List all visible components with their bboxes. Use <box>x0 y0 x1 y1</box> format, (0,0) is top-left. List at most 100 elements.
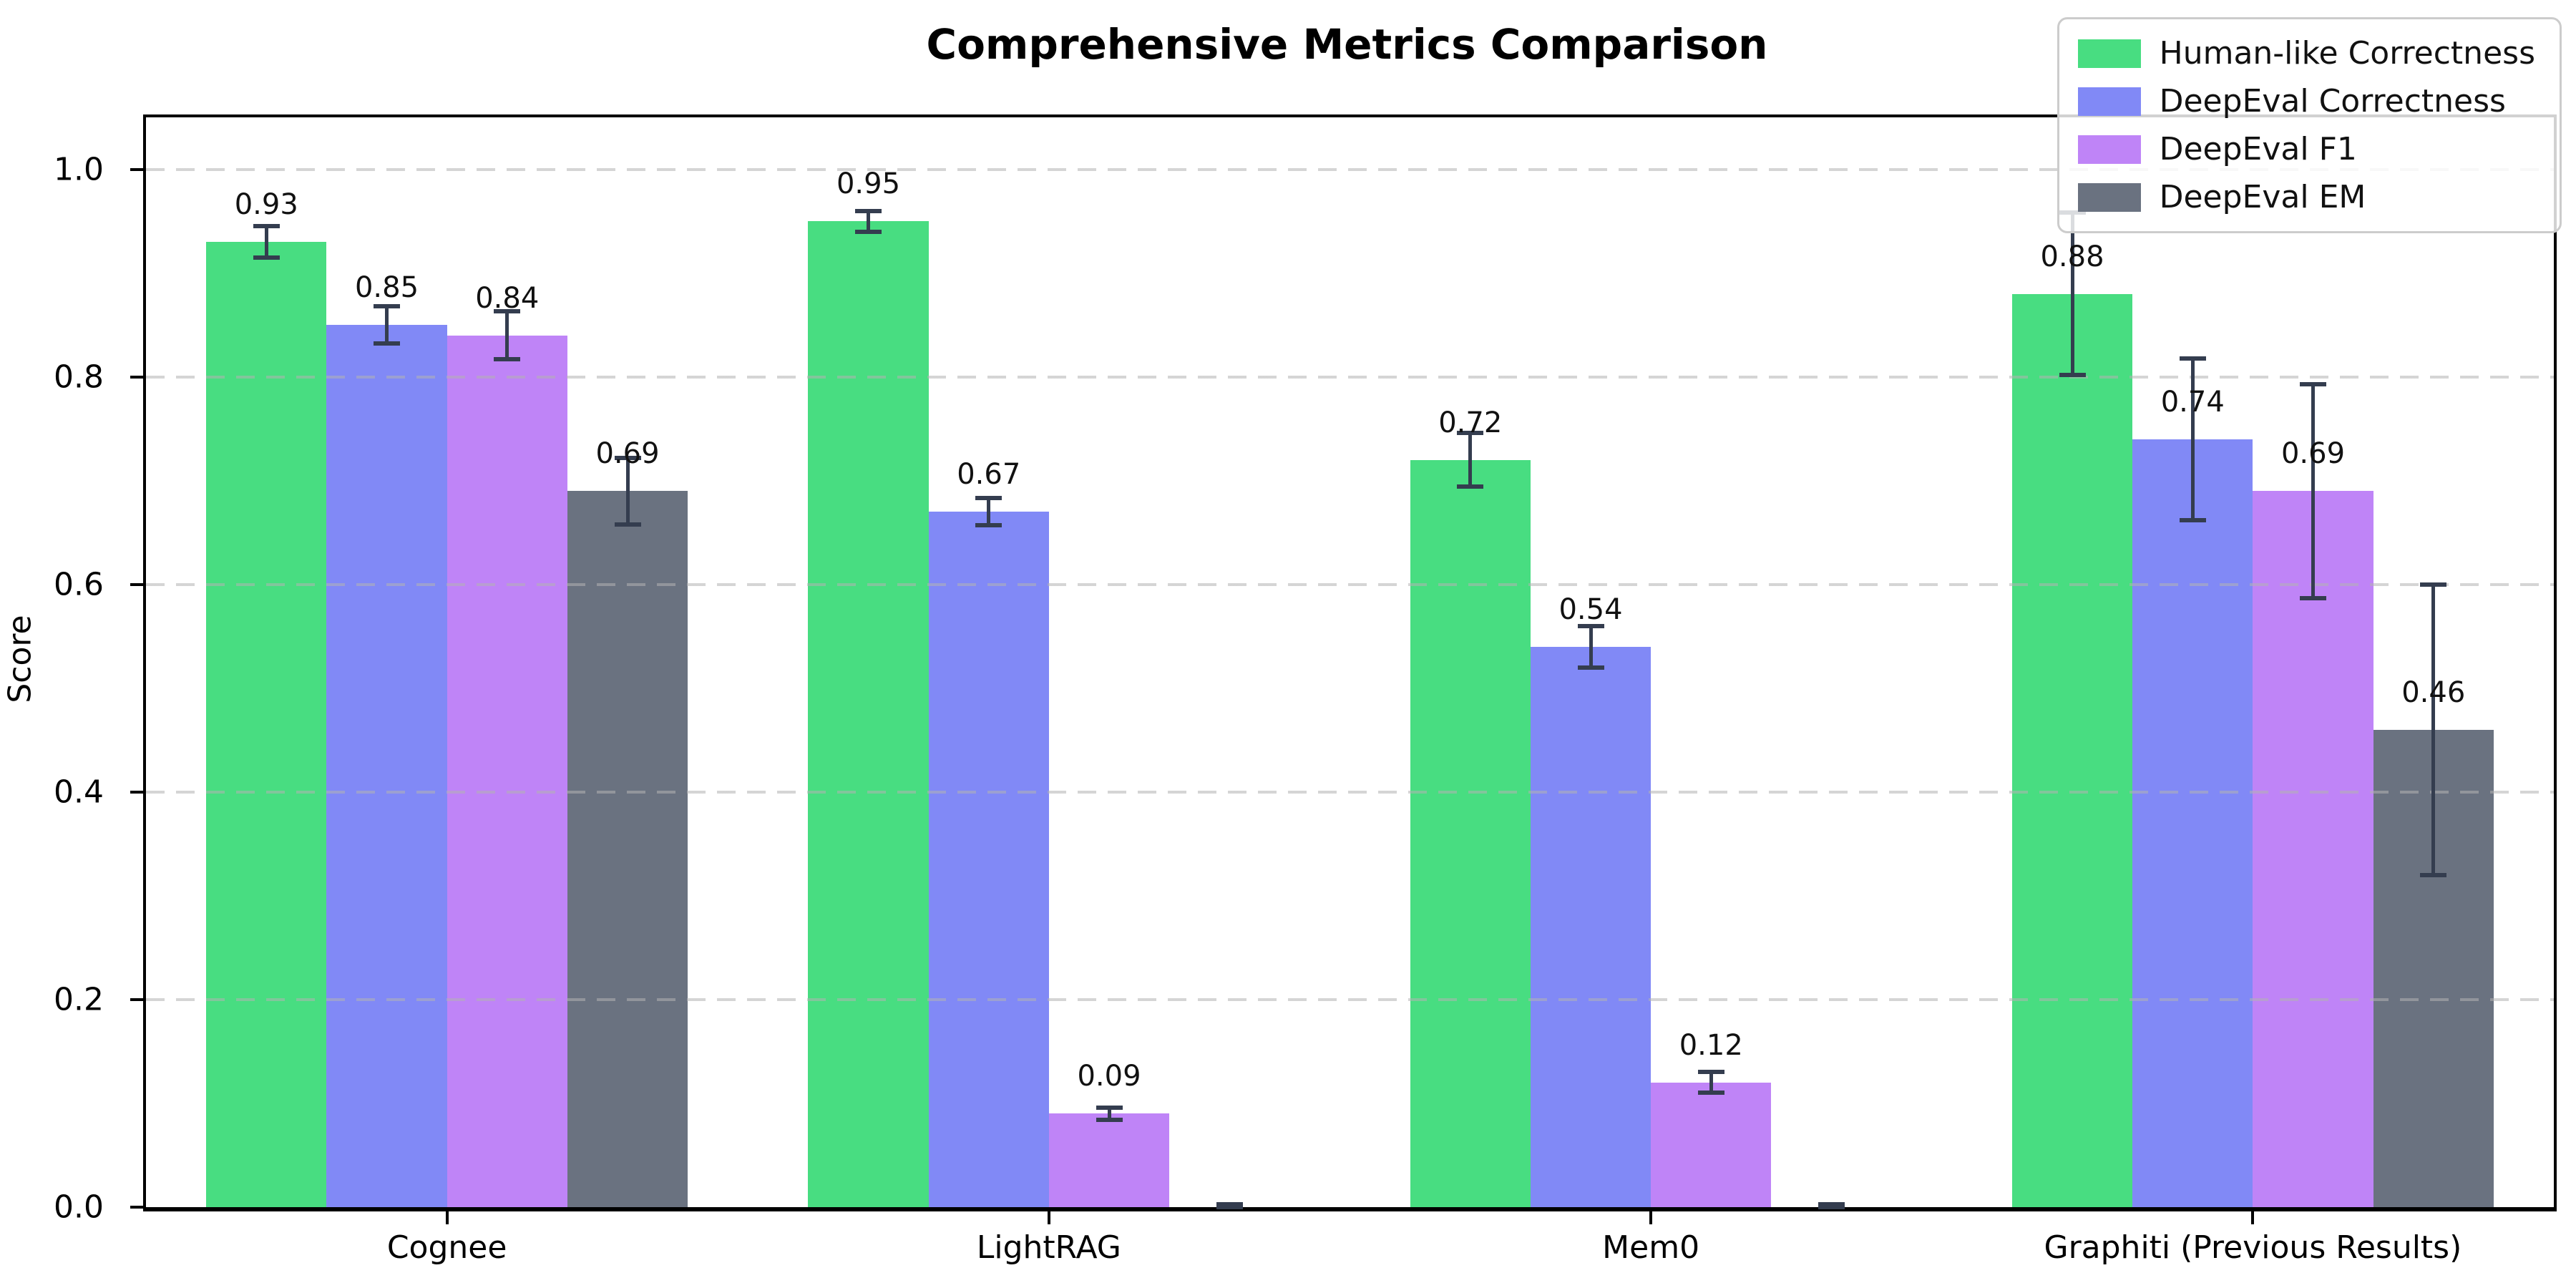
legend-label: Human-like Correctness <box>2159 35 2535 72</box>
bar-value-label: 0.46 <box>2401 675 2466 709</box>
bar <box>206 242 327 1207</box>
bar-value-label: 0.12 <box>1679 1028 1743 1062</box>
y-axis-tick <box>130 582 143 586</box>
error-bar-cap <box>1457 484 1484 489</box>
error-bar-cap <box>975 523 1002 528</box>
x-tick-label: Graphiti (Previous Results) <box>2044 1229 2462 1266</box>
legend-swatch <box>2077 182 2141 212</box>
gridline <box>146 997 2554 1001</box>
error-bar <box>625 457 630 525</box>
y-tick-label: 0.8 <box>54 358 104 396</box>
error-bar-cap <box>1818 1201 1845 1206</box>
y-axis-tick <box>130 997 143 1001</box>
error-bar-cap <box>975 496 1002 501</box>
legend-label: DeepEval F1 <box>2159 131 2357 167</box>
bar <box>567 491 688 1207</box>
legend-item: DeepEval F1 <box>2077 131 2535 167</box>
bar-value-label: 0.74 <box>2160 385 2225 419</box>
bar-value-label: 0.54 <box>1558 592 1623 626</box>
legend-swatch <box>2077 135 2141 164</box>
error-bar-cap <box>2420 872 2447 877</box>
error-bar <box>987 498 991 526</box>
y-axis-tick <box>130 1206 143 1209</box>
error-bar <box>505 311 509 359</box>
bar <box>1048 1113 1170 1207</box>
error-bar-cap <box>2300 381 2326 386</box>
y-tick-label: 0.0 <box>54 1189 104 1226</box>
bar-value-label: 0.84 <box>475 281 540 315</box>
x-axis-tick <box>2251 1211 2255 1224</box>
error-bar <box>867 210 870 232</box>
bar <box>326 325 447 1207</box>
error-bar-cap <box>374 341 400 346</box>
bar-value-label: 0.85 <box>354 271 419 305</box>
legend-item: DeepEval EM <box>2077 179 2535 215</box>
error-bar-cap <box>494 356 521 361</box>
y-axis-label: Score <box>1 615 39 703</box>
y-axis-tick <box>130 790 143 794</box>
error-bar-cap <box>2059 372 2086 377</box>
error-bar-cap <box>855 229 882 234</box>
legend-label: DeepEval EM <box>2159 179 2366 215</box>
x-tick-label: LightRAG <box>976 1229 1121 1266</box>
error-bar-cap <box>1577 665 1604 670</box>
bar-value-label: 0.88 <box>2040 240 2104 273</box>
error-bar-cap <box>1096 1105 1123 1110</box>
bar <box>2132 439 2253 1207</box>
chart-title: Comprehensive Metrics Comparison <box>926 20 1768 69</box>
bar-value-label: 0.72 <box>1438 406 1503 439</box>
error-bar-cap <box>374 304 400 308</box>
error-bar <box>1468 432 1473 487</box>
error-bar-cap <box>494 309 521 314</box>
bar <box>928 512 1049 1207</box>
error-bar <box>2190 358 2195 520</box>
y-tick-label: 0.4 <box>54 774 104 811</box>
error-bar-cap <box>1697 1091 1724 1096</box>
legend-item: DeepEval Correctness <box>2077 83 2535 119</box>
x-axis-tick <box>1047 1211 1050 1224</box>
gridline <box>146 375 2554 379</box>
y-axis-tick <box>130 167 143 171</box>
error-bar <box>2311 384 2315 598</box>
bar-value-label: 0.69 <box>2280 437 2346 471</box>
bar <box>2253 491 2373 1207</box>
error-bar-cap <box>614 522 641 527</box>
bar-value-label: 0.67 <box>957 458 1021 492</box>
bar <box>808 221 929 1207</box>
legend-label: DeepEval Correctness <box>2159 83 2506 119</box>
bar-value-label: 0.09 <box>1077 1060 1141 1093</box>
x-tick-label: Mem0 <box>1602 1229 1700 1266</box>
bar <box>2011 293 2133 1207</box>
error-bar <box>2431 584 2436 875</box>
error-bar <box>2070 213 2074 375</box>
error-bar-cap <box>2300 595 2326 600</box>
bar <box>1410 459 1531 1207</box>
error-bar-cap <box>614 455 641 460</box>
bar <box>1651 1082 1772 1207</box>
error-bar-cap <box>1457 430 1484 435</box>
error-bar-cap <box>2420 582 2447 587</box>
legend-swatch <box>2077 39 2141 68</box>
error-bar <box>1709 1072 1713 1093</box>
x-tick-label: Cognee <box>386 1229 507 1266</box>
gridline <box>146 167 2554 171</box>
error-bar-cap <box>2179 517 2206 522</box>
plot-area: 0.0 0.2 0.4 0.6 0.8 1.0 Cognee LightRAG Mem0 Grap… <box>54 114 2557 1266</box>
bar <box>447 335 567 1207</box>
bar-value-label: 0.69 <box>595 437 660 471</box>
error-bar-cap <box>1216 1205 1243 1209</box>
y-tick-label: 0.2 <box>54 981 104 1018</box>
x-axis-tick <box>1649 1211 1653 1224</box>
y-axis-tick <box>130 375 143 379</box>
error-bar-cap <box>2179 356 2206 361</box>
legend-item: Human-like Correctness <box>2077 35 2535 72</box>
error-bar-cap <box>1818 1205 1845 1209</box>
gridline <box>146 582 2554 586</box>
error-bar-cap <box>1216 1201 1243 1206</box>
legend-swatch <box>2077 87 2141 116</box>
gridline <box>146 790 2554 794</box>
bar-value-label: 0.95 <box>836 167 901 201</box>
error-bar <box>1107 1107 1111 1121</box>
legend: Human-like Correctness DeepEval Correctne… <box>2057 17 2562 233</box>
